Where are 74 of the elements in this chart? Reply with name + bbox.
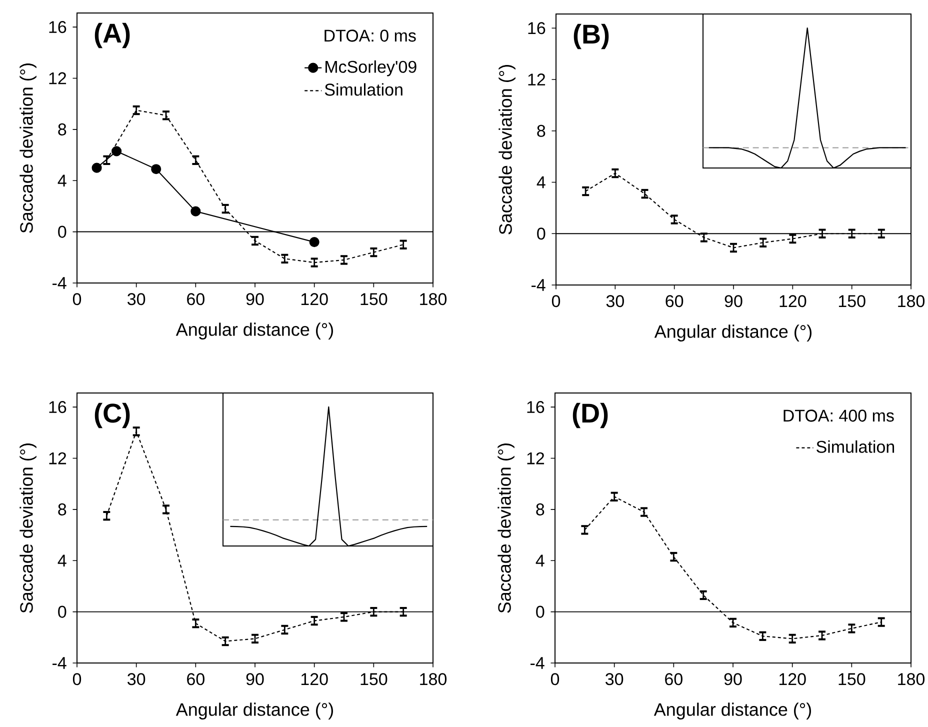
x-tick-label: 120 bbox=[780, 295, 806, 308]
y-tick-label: 16 bbox=[49, 21, 66, 34]
x-tick-label: 180 bbox=[420, 673, 447, 686]
annotation: (C) bbox=[94, 402, 130, 428]
x-axis-title: Angular distance (°) bbox=[176, 702, 333, 720]
x-tick-label: 90 bbox=[246, 293, 264, 306]
y-tick-label: 12 bbox=[49, 72, 66, 84]
point bbox=[309, 237, 320, 248]
legend-label: McSorley'09 bbox=[326, 60, 416, 76]
x-tick-label: 150 bbox=[838, 295, 866, 308]
legend-label: Simulation bbox=[816, 440, 894, 453]
x-tick-label: 0 bbox=[550, 673, 560, 686]
x-tick-label: 30 bbox=[606, 673, 624, 686]
annotation: (D) bbox=[572, 402, 608, 428]
point bbox=[151, 164, 162, 174]
y-tick-label: -4 bbox=[530, 657, 544, 669]
y-tick-label: -4 bbox=[52, 657, 66, 669]
annotation: (B) bbox=[574, 24, 609, 50]
point bbox=[112, 146, 122, 156]
x-tick-label: 0 bbox=[72, 673, 82, 686]
annotation: DTOA: 400 ms bbox=[784, 410, 894, 422]
y-tick-label: 0 bbox=[58, 606, 66, 618]
y-axis-title: Saccade deviation (°) bbox=[20, 64, 36, 233]
y-tick-label: 8 bbox=[536, 503, 544, 516]
y-tick-label: 12 bbox=[49, 452, 66, 464]
x-tick-label: 150 bbox=[838, 673, 866, 686]
x-tick-label: 120 bbox=[301, 293, 328, 306]
y-tick-label: 16 bbox=[49, 401, 66, 414]
x-tick-label: 60 bbox=[665, 673, 682, 686]
x-axis-title: Angular distance (°) bbox=[654, 702, 811, 720]
y-tick-label: 4 bbox=[58, 174, 66, 186]
x-tick-label: 180 bbox=[898, 673, 925, 686]
y-tick-label: 0 bbox=[537, 228, 546, 240]
x-axis-title: Angular distance (°) bbox=[176, 322, 333, 340]
y-axis-title: Saccade deviation (°) bbox=[20, 444, 36, 613]
y-tick-label: -4 bbox=[52, 277, 66, 289]
y-tick-label: 4 bbox=[536, 176, 546, 188]
y-tick-label: 12 bbox=[527, 452, 544, 464]
x-tick-label: 180 bbox=[898, 295, 925, 308]
x-tick-label: 60 bbox=[666, 295, 684, 308]
x-tick-label: 120 bbox=[779, 673, 806, 686]
x-axis-title: Angular distance (°) bbox=[654, 324, 812, 342]
y-tick-label: 0 bbox=[58, 226, 66, 238]
x-tick-label: 30 bbox=[128, 673, 146, 686]
annotation: (A) bbox=[94, 22, 130, 48]
y-tick-label: 12 bbox=[528, 74, 546, 86]
y-tick-label: 8 bbox=[537, 124, 546, 137]
annotation: DTOA: 0 ms bbox=[324, 30, 416, 42]
y-tick-label: 4 bbox=[58, 554, 66, 566]
x-tick-label: 90 bbox=[724, 295, 742, 308]
x-tick-label: 0 bbox=[72, 293, 82, 306]
y-tick-label: 4 bbox=[536, 554, 544, 566]
y-tick-label: 0 bbox=[536, 606, 544, 618]
x-tick-label: 30 bbox=[128, 293, 146, 306]
x-tick-label: 60 bbox=[187, 293, 204, 306]
y-tick-label: 16 bbox=[527, 401, 544, 414]
x-tick-label: 90 bbox=[246, 673, 264, 686]
y-axis-title: Saccade deviation (°) bbox=[498, 444, 514, 613]
x-tick-label: 30 bbox=[606, 295, 624, 308]
x-tick-label: 120 bbox=[301, 673, 328, 686]
y-axis-title: Saccade deviation (°) bbox=[498, 65, 516, 234]
y-tick-label: 16 bbox=[528, 22, 546, 34]
x-tick-label: 150 bbox=[360, 673, 388, 686]
x-tick-label: 90 bbox=[724, 673, 742, 686]
x-tick-label: 180 bbox=[420, 293, 447, 306]
x-tick-label: 60 bbox=[187, 673, 204, 686]
y-tick-label: -4 bbox=[532, 279, 546, 291]
legend-label: Simulation bbox=[324, 83, 402, 96]
point bbox=[92, 162, 102, 173]
x-tick-label: 0 bbox=[552, 295, 560, 308]
y-tick-label: 8 bbox=[58, 503, 66, 516]
point bbox=[190, 206, 201, 216]
x-tick-label: 150 bbox=[360, 293, 388, 306]
y-tick-label: 8 bbox=[58, 123, 66, 136]
